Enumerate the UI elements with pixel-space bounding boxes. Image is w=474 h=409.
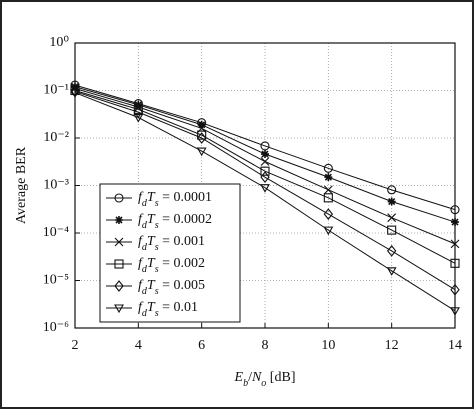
y-tick-label: 10⁻⁴ (43, 225, 69, 240)
marker (386, 245, 397, 257)
y-tick-label: 10⁻⁵ (43, 273, 69, 288)
series-line (74, 92, 456, 312)
marker (450, 205, 460, 215)
legend-marker (114, 193, 124, 203)
marker (133, 113, 144, 123)
series-line (74, 91, 456, 291)
marker (450, 258, 460, 268)
marker (260, 171, 270, 184)
marker (450, 307, 460, 316)
marker (450, 239, 460, 249)
legend-marker (115, 216, 123, 224)
legend-label: fdTs = 0.01 (138, 300, 198, 319)
legend-label: fdTs = 0.005 (138, 278, 205, 297)
marker (387, 225, 397, 235)
legend-marker (114, 304, 124, 314)
marker (70, 89, 80, 98)
marker (323, 185, 333, 195)
marker (197, 130, 207, 140)
plot-border (74, 42, 456, 329)
marker (451, 218, 459, 227)
x-tick-label: 10 (321, 338, 335, 353)
x-axis-label: Eb/No [dB] (234, 370, 296, 389)
y-tick-label: 10⁻³ (43, 178, 69, 193)
marker (196, 132, 207, 144)
marker (324, 173, 333, 182)
x-tick-label: 2 (72, 338, 79, 353)
marker (260, 184, 270, 193)
legend-marker (114, 280, 124, 292)
marker (134, 100, 143, 109)
marker (323, 163, 333, 173)
y-tick-label: 10⁻² (43, 130, 69, 145)
legend-label: fdTs = 0.0002 (138, 212, 212, 231)
marker (387, 197, 396, 206)
legend-marker (114, 237, 124, 247)
y-axis-label: Average BER (14, 146, 29, 224)
y-tick-label: 10⁻¹ (43, 83, 69, 98)
x-tick-label: 12 (385, 338, 399, 353)
marker (387, 185, 397, 195)
x-tick-label: 4 (135, 338, 142, 353)
y-tick-label: 10⁻⁶ (43, 320, 69, 335)
y-tick-label: 10⁰ (49, 35, 69, 50)
marker (387, 213, 397, 223)
marker (133, 104, 143, 114)
series-line (74, 90, 456, 264)
x-tick-label: 8 (262, 338, 269, 353)
legend-box (99, 183, 241, 323)
marker (386, 267, 397, 276)
legend-marker (114, 259, 124, 269)
marker (450, 283, 460, 296)
marker (197, 120, 206, 129)
marker (260, 166, 270, 176)
legend-label: fdTs = 0.0001 (138, 190, 212, 209)
marker (260, 157, 270, 166)
x-tick-label: 14 (448, 338, 462, 353)
legend-label: fdTs = 0.002 (138, 256, 205, 275)
legend-label: fdTs = 0.001 (138, 234, 205, 253)
marker (260, 141, 270, 151)
marker (261, 150, 269, 159)
marker (196, 147, 207, 157)
marker (323, 208, 334, 220)
x-tick-label: 6 (198, 338, 205, 353)
marker (323, 226, 334, 236)
marker (323, 193, 333, 203)
